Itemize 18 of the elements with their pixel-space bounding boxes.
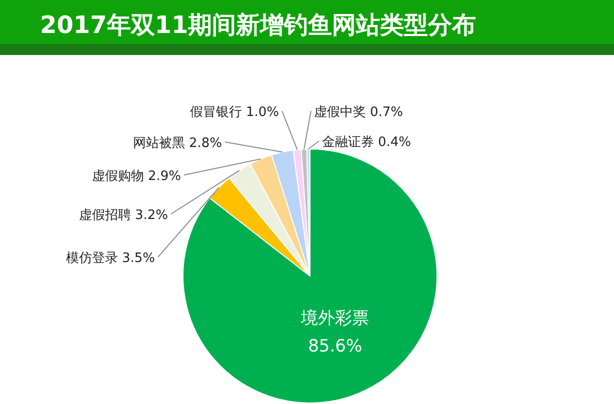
data-label: 2.9% <box>148 169 181 184</box>
slice-label: 假冒银行 <box>190 105 242 120</box>
data-label: 0.7% <box>370 105 404 120</box>
data-label: 3.2% <box>134 208 168 223</box>
data-label: 2.8% <box>188 136 222 151</box>
slice-label: 虚假中奖 <box>314 105 366 120</box>
slice-label: 虚假招聘 <box>78 208 131 223</box>
slice-label: 模仿登录 <box>66 251 118 266</box>
data-label: 0.4% <box>378 135 412 150</box>
slice-label: 金融证券 <box>322 135 374 150</box>
data-label: 3.5% <box>122 251 155 266</box>
data-label: 1.0% <box>246 105 279 120</box>
slice-label: 虚假购物 <box>92 169 144 184</box>
pie-slice <box>182 148 438 404</box>
data-label: 85.6% <box>308 336 362 356</box>
chart-title: 2017年双11期间新增钓鱼网站类型分布 <box>40 11 476 39</box>
slice-label: 网站被黑 <box>132 136 185 151</box>
slice-label: 境外彩票 <box>300 308 370 328</box>
